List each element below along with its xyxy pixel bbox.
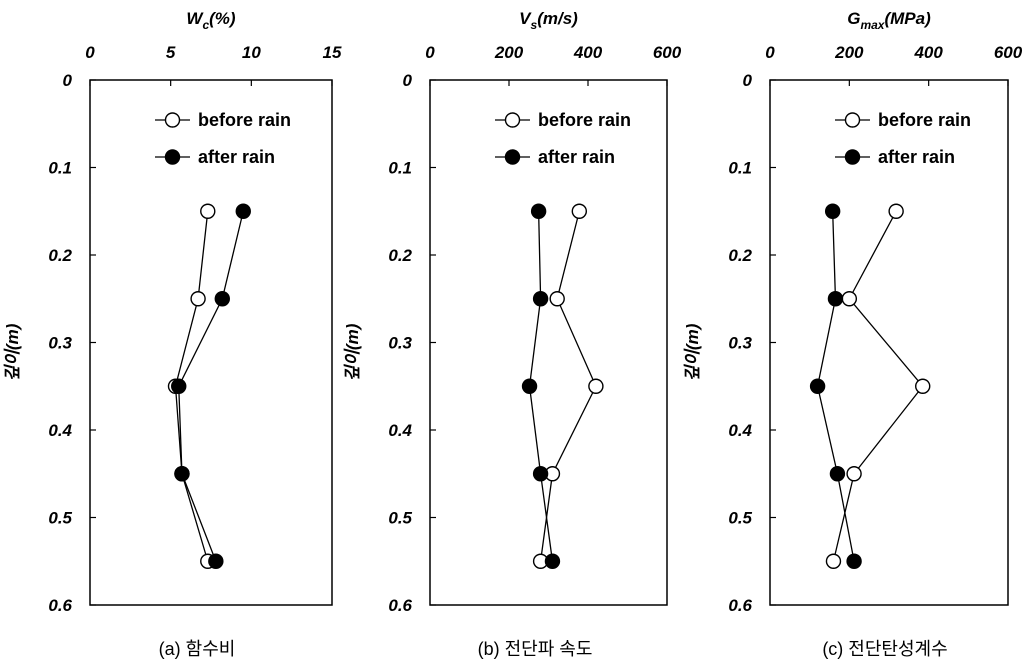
x-axis-title-sub: c — [202, 18, 209, 32]
x-axis-title: Vs(m/s) — [519, 9, 578, 32]
legend-marker-filled — [164, 149, 181, 165]
legend-label: after rain — [538, 147, 615, 167]
after-rain-point — [171, 378, 187, 394]
x-axis-title-main: W — [186, 9, 204, 28]
series-line-after-rain — [178, 211, 244, 562]
legend-label: before rain — [198, 110, 291, 130]
x-axis-title-unit: (m/s) — [537, 9, 578, 28]
y-tick-label: 0.4 — [48, 421, 72, 440]
after-rain-point — [532, 291, 549, 307]
after-rain-point — [208, 553, 224, 569]
y-tick-label: 0.5 — [388, 509, 412, 528]
after-rain-point — [829, 466, 846, 482]
y-tick-label: 0.3 — [388, 334, 412, 353]
y-tick-label: 0.4 — [728, 421, 752, 440]
x-tick-label: 400 — [913, 43, 943, 62]
after-rain-point — [521, 378, 538, 394]
y-tick-label: 0.2 — [48, 246, 72, 265]
after-rain-point — [846, 553, 862, 569]
after-rain-point — [809, 378, 826, 394]
before-rain-point — [825, 553, 842, 569]
chart-panel-2: 0 200 400 600 0 0.1 0.2 0.3 0.4 0.5 0.6 Vs(m/s) 깊이(m… — [343, 9, 682, 659]
panel-caption: (c) 전단탄성계수 — [822, 639, 947, 659]
x-tick-label: 600 — [994, 43, 1023, 62]
x-axis-title-main: G — [847, 9, 860, 28]
panel-caption: (b) 전단파 속도 — [478, 639, 593, 659]
after-rain-point — [532, 466, 549, 482]
after-rain-point — [214, 291, 230, 307]
after-rain-point — [544, 553, 561, 569]
before-rain-point — [888, 203, 904, 219]
after-rain-point — [827, 291, 844, 307]
x-tick-label: 5 — [166, 43, 176, 62]
before-rain-point — [841, 291, 858, 307]
x-tick-label: 0 — [765, 43, 775, 62]
y-tick-label: 0 — [403, 71, 413, 90]
y-tick-label: 0.1 — [388, 159, 412, 178]
x-tick-label: 15 — [323, 43, 342, 62]
before-rain-point — [915, 378, 931, 394]
y-tick-label: 0.2 — [728, 246, 752, 265]
y-tick-label: 0.6 — [728, 596, 752, 615]
before-rain-point — [549, 291, 565, 307]
y-tick-label: 0.1 — [48, 159, 72, 178]
y-tick-label: 0.1 — [728, 159, 752, 178]
x-axis-title: Gmax(MPa) — [847, 9, 931, 32]
before-rain-point — [190, 291, 206, 307]
after-rain-point — [235, 203, 251, 219]
chart-panel-1: 0 5 10 15 0 0.1 0.2 0.3 0.4 0.5 0.6 Wc(%) 깊이(m) befor… — [3, 9, 342, 659]
y-tick-label: 0.6 — [48, 596, 72, 615]
before-rain-point — [588, 378, 604, 394]
before-rain-point — [846, 466, 862, 482]
x-tick-label: 400 — [573, 43, 603, 62]
before-rain-point — [571, 203, 588, 219]
after-rain-point — [824, 203, 841, 219]
x-tick-label: 200 — [834, 43, 864, 62]
x-tick-label: 0 — [425, 43, 435, 62]
before-rain-point — [200, 203, 216, 219]
y-tick-label: 0.5 — [728, 509, 752, 528]
x-tick-label: 0 — [85, 43, 95, 62]
series-line-before-rain — [832, 210, 924, 562]
x-axis-title-sub: s — [531, 18, 538, 32]
y-tick-label: 0 — [63, 71, 73, 90]
legend-marker-open — [164, 112, 181, 128]
legend-marker-filled — [504, 149, 521, 165]
x-axis-title-unit: (MPa) — [884, 9, 931, 28]
legend-label: after rain — [878, 147, 955, 167]
x-tick-label: 10 — [242, 43, 261, 62]
series-line-before-rain — [539, 211, 597, 562]
y-tick-label: 0.4 — [388, 421, 412, 440]
x-axis-title-unit: (%) — [209, 9, 236, 28]
y-tick-label: 0.6 — [388, 596, 412, 615]
legend-label: after rain — [198, 147, 275, 167]
panel-caption: (a) 함수비 — [159, 639, 236, 659]
after-rain-point — [530, 203, 547, 219]
y-tick-label: 0.3 — [48, 334, 72, 353]
y-tick-label: 0.5 — [48, 509, 72, 528]
x-axis-title-main: V — [519, 9, 532, 28]
y-tick-label: 0.3 — [728, 334, 752, 353]
legend-label: before rain — [538, 110, 631, 130]
y-axis-title: 깊이(m) — [343, 323, 362, 381]
legend-label: before rain — [878, 110, 971, 130]
legend-marker-open — [504, 112, 521, 128]
legend-marker-open — [844, 112, 861, 128]
x-tick-label: 200 — [494, 43, 524, 62]
x-tick-label: 600 — [653, 43, 682, 62]
y-axis-title: 깊이(m) — [3, 323, 22, 381]
after-rain-point — [174, 466, 190, 482]
chart-panel-3: 0 200 400 600 0 0.1 0.2 0.3 0.4 0.5 0.6 Gmax(MPa) 깊이… — [683, 9, 1023, 659]
y-tick-label: 0 — [743, 71, 753, 90]
y-axis-title: 깊이(m) — [683, 323, 702, 381]
x-axis-title-sub: max — [860, 18, 885, 32]
x-axis-title: Wc(%) — [186, 9, 236, 32]
y-tick-label: 0.2 — [388, 246, 412, 265]
legend-marker-filled — [844, 149, 861, 165]
